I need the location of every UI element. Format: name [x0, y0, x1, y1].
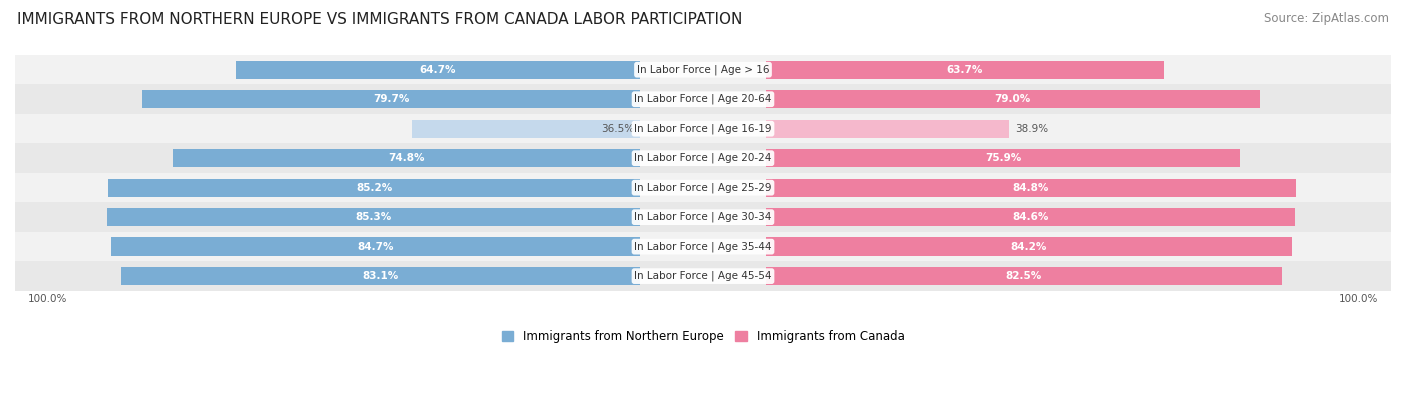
- Text: 36.5%: 36.5%: [602, 124, 634, 134]
- Bar: [765, 267, 1281, 285]
- Text: 79.0%: 79.0%: [994, 94, 1031, 104]
- Text: 84.7%: 84.7%: [357, 242, 394, 252]
- Text: In Labor Force | Age 16-19: In Labor Force | Age 16-19: [634, 124, 772, 134]
- Bar: [111, 237, 641, 256]
- Text: IMMIGRANTS FROM NORTHERN EUROPE VS IMMIGRANTS FROM CANADA LABOR PARTICIPATION: IMMIGRANTS FROM NORTHERN EUROPE VS IMMIG…: [17, 12, 742, 27]
- Bar: [765, 208, 1295, 226]
- Text: In Labor Force | Age 20-64: In Labor Force | Age 20-64: [634, 94, 772, 104]
- Bar: [15, 232, 1391, 261]
- Text: In Labor Force | Age 25-29: In Labor Force | Age 25-29: [634, 182, 772, 193]
- Text: In Labor Force | Age 35-44: In Labor Force | Age 35-44: [634, 241, 772, 252]
- Text: In Labor Force | Age 20-24: In Labor Force | Age 20-24: [634, 153, 772, 164]
- Text: 63.7%: 63.7%: [946, 65, 983, 75]
- Bar: [765, 149, 1240, 167]
- Text: 84.6%: 84.6%: [1012, 212, 1049, 222]
- Text: 79.7%: 79.7%: [373, 94, 409, 104]
- Text: 84.8%: 84.8%: [1012, 182, 1049, 193]
- Bar: [765, 179, 1296, 197]
- Legend: Immigrants from Northern Europe, Immigrants from Canada: Immigrants from Northern Europe, Immigra…: [502, 330, 904, 343]
- Bar: [121, 267, 641, 285]
- Text: 64.7%: 64.7%: [420, 65, 457, 75]
- Bar: [765, 237, 1292, 256]
- Bar: [236, 60, 641, 79]
- Bar: [15, 85, 1391, 114]
- Bar: [15, 173, 1391, 202]
- Bar: [412, 120, 641, 138]
- Bar: [765, 60, 1164, 79]
- Text: 85.2%: 85.2%: [356, 182, 392, 193]
- Bar: [765, 120, 1010, 138]
- Bar: [15, 261, 1391, 291]
- Bar: [765, 90, 1260, 108]
- Bar: [15, 202, 1391, 232]
- Text: 84.2%: 84.2%: [1011, 242, 1047, 252]
- Text: 38.9%: 38.9%: [1015, 124, 1049, 134]
- Bar: [142, 90, 641, 108]
- Text: 75.9%: 75.9%: [984, 153, 1021, 163]
- Text: 82.5%: 82.5%: [1005, 271, 1042, 281]
- Text: In Labor Force | Age 30-34: In Labor Force | Age 30-34: [634, 212, 772, 222]
- Bar: [15, 114, 1391, 143]
- Text: 100.0%: 100.0%: [28, 294, 67, 305]
- Text: In Labor Force | Age 45-54: In Labor Force | Age 45-54: [634, 271, 772, 281]
- Bar: [173, 149, 641, 167]
- Text: 100.0%: 100.0%: [1339, 294, 1378, 305]
- Text: In Labor Force | Age > 16: In Labor Force | Age > 16: [637, 64, 769, 75]
- Text: 74.8%: 74.8%: [388, 153, 425, 163]
- Bar: [108, 179, 641, 197]
- Bar: [107, 208, 641, 226]
- Bar: [15, 143, 1391, 173]
- Text: Source: ZipAtlas.com: Source: ZipAtlas.com: [1264, 12, 1389, 25]
- Text: 85.3%: 85.3%: [356, 212, 392, 222]
- Bar: [15, 55, 1391, 85]
- Text: 83.1%: 83.1%: [363, 271, 399, 281]
